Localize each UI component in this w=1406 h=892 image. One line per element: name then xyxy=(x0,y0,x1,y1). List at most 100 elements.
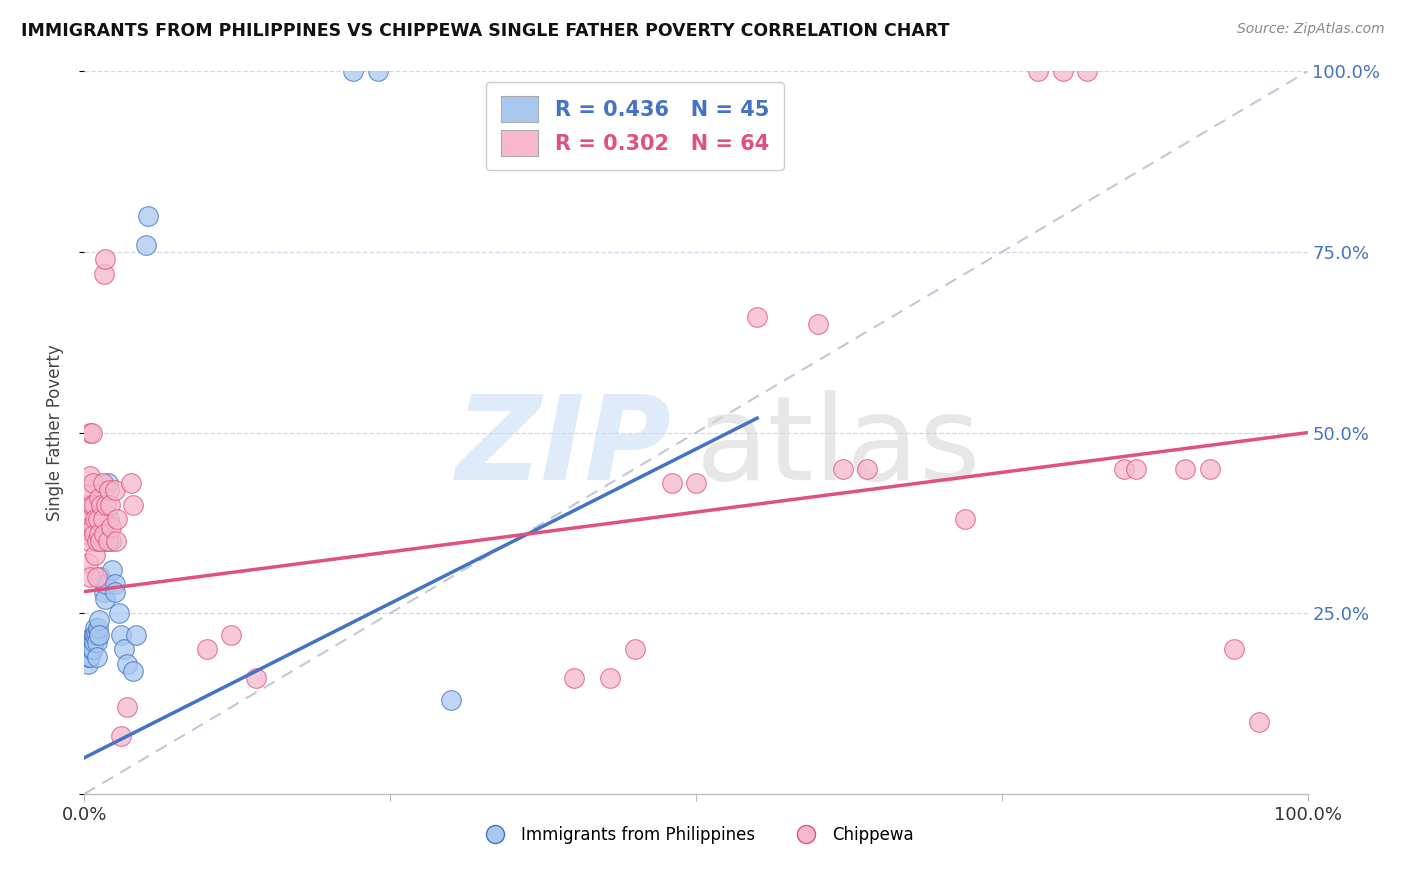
Point xyxy=(1223,642,1246,657)
Point xyxy=(104,584,127,599)
Point xyxy=(79,519,101,533)
Point xyxy=(82,476,104,491)
Point xyxy=(562,671,585,685)
Point xyxy=(79,649,101,664)
Point xyxy=(115,657,138,671)
Point xyxy=(83,628,105,642)
Point xyxy=(219,628,242,642)
Point xyxy=(831,462,853,476)
Point xyxy=(84,628,107,642)
Point xyxy=(807,318,830,332)
Text: IMMIGRANTS FROM PHILIPPINES VS CHIPPEWA SINGLE FATHER POVERTY CORRELATION CHART: IMMIGRANTS FROM PHILIPPINES VS CHIPPEWA … xyxy=(21,22,949,40)
Point xyxy=(624,642,647,657)
Point xyxy=(112,642,135,657)
Point xyxy=(79,425,101,440)
Point xyxy=(367,64,389,78)
Point xyxy=(94,591,117,606)
Point xyxy=(97,476,120,491)
Point xyxy=(91,512,114,526)
Point xyxy=(135,237,157,252)
Point xyxy=(94,533,117,548)
Point xyxy=(98,498,121,512)
Point xyxy=(86,570,108,584)
Point xyxy=(91,476,114,491)
Point xyxy=(747,310,769,324)
Point xyxy=(342,64,364,78)
Point xyxy=(599,671,621,685)
Point xyxy=(1114,462,1136,476)
Point xyxy=(79,642,101,657)
Point xyxy=(245,671,267,685)
Point xyxy=(84,549,107,563)
Point xyxy=(83,526,105,541)
Point xyxy=(115,700,138,714)
Point xyxy=(136,209,159,223)
Point xyxy=(661,476,683,491)
Point xyxy=(77,649,100,664)
Point xyxy=(87,614,110,628)
Point xyxy=(440,693,463,707)
Point xyxy=(122,664,145,678)
Point xyxy=(110,729,132,743)
Point xyxy=(120,476,142,491)
Point xyxy=(77,556,100,570)
Point xyxy=(87,512,110,526)
Point xyxy=(79,635,101,649)
Point xyxy=(89,570,111,584)
Point xyxy=(84,512,107,526)
Point xyxy=(1198,462,1220,476)
Point xyxy=(90,498,112,512)
Text: atlas: atlas xyxy=(696,390,981,505)
Y-axis label: Single Father Poverty: Single Father Poverty xyxy=(45,344,63,521)
Point xyxy=(94,252,117,267)
Point xyxy=(77,649,100,664)
Point xyxy=(79,570,101,584)
Point xyxy=(82,519,104,533)
Point xyxy=(86,635,108,649)
Point xyxy=(82,628,104,642)
Point xyxy=(1028,64,1050,78)
Point xyxy=(96,577,118,591)
Point xyxy=(76,526,98,541)
Point xyxy=(1174,462,1197,476)
Point xyxy=(86,628,108,642)
Point xyxy=(87,628,110,642)
Point xyxy=(100,519,122,533)
Point xyxy=(1076,64,1098,78)
Point xyxy=(86,533,108,548)
Point xyxy=(91,519,114,533)
Point xyxy=(93,267,115,281)
Point xyxy=(104,483,127,498)
Point xyxy=(97,533,120,548)
Point xyxy=(87,526,110,541)
Point xyxy=(105,512,128,526)
Point xyxy=(83,635,105,649)
Point xyxy=(86,649,108,664)
Point xyxy=(77,657,100,671)
Point xyxy=(195,642,218,657)
Point xyxy=(80,425,103,440)
Point xyxy=(1052,64,1074,78)
Text: Source: ZipAtlas.com: Source: ZipAtlas.com xyxy=(1237,22,1385,37)
Point xyxy=(104,577,127,591)
Point xyxy=(101,563,124,577)
Point xyxy=(84,621,107,635)
Text: ZIP: ZIP xyxy=(456,390,672,505)
Point xyxy=(953,512,976,526)
Point xyxy=(125,628,148,642)
Point xyxy=(87,621,110,635)
Point xyxy=(77,533,100,548)
Point xyxy=(83,498,105,512)
Point xyxy=(856,462,879,476)
Point xyxy=(77,642,100,657)
Legend: Immigrants from Philippines, Chippewa: Immigrants from Philippines, Chippewa xyxy=(471,819,921,851)
Point xyxy=(77,512,100,526)
Point xyxy=(93,526,115,541)
Point xyxy=(87,491,110,505)
Point xyxy=(685,476,707,491)
Point xyxy=(93,584,115,599)
Point xyxy=(1125,462,1147,476)
Point xyxy=(82,642,104,657)
Point xyxy=(1247,714,1270,729)
Point xyxy=(77,483,100,498)
